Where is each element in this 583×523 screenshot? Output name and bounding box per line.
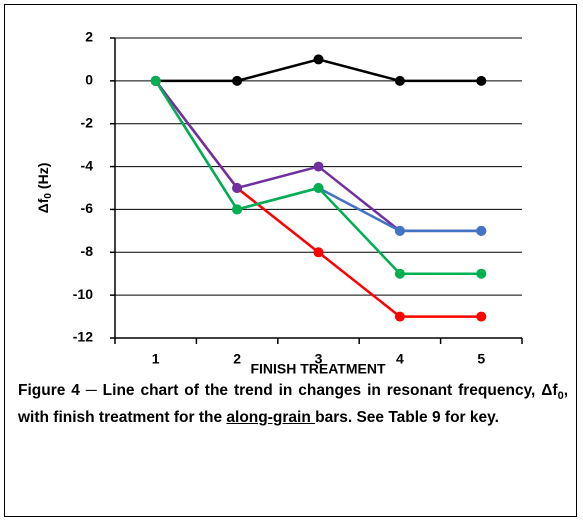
y-tick-label: -8 [81,243,94,259]
data-point [150,75,161,86]
y-tick-label: 0 [85,72,93,88]
y-tick-label: -4 [81,157,94,173]
data-point [476,311,487,322]
chart: FINISH TREATMENT Δf0(Hz) -12-10-8-6-4-20… [35,29,523,377]
data-point [313,54,324,65]
y-tick-label: -12 [73,329,93,345]
series-line [154,80,482,318]
data-point [394,268,405,279]
data-point [313,161,324,172]
data-point [476,268,487,279]
data-point [232,183,243,193]
x-axis-label: FINISH TREATMENT [250,361,386,377]
y-tick-label: 2 [85,29,93,45]
y-tick-label: -2 [81,114,94,130]
caption-subscript: 0 [557,390,564,403]
data-point [394,311,405,322]
data-point [232,75,243,86]
x-tick-label: 2 [233,351,241,367]
y-tick-label: -10 [73,286,93,302]
data-point [476,225,487,236]
caption-underlined: along-grain [226,409,316,427]
y-axis-label: Δf0 (Hz) [35,163,54,214]
caption-text: , with finish treatment for the [18,382,568,427]
y-tick-label: -6 [81,200,94,216]
y-label-main: Δf [35,198,51,213]
data-point [232,204,243,215]
data-point [313,183,324,193]
data-point [476,75,487,86]
series-line [154,80,482,275]
figure-frame [4,4,577,517]
x-tick-label: 3 [315,351,323,367]
data-point [394,75,405,86]
caption: Figure 4 ─ Line chart of the trend in ch… [18,380,568,429]
y-label-unit: (Hz) [35,163,51,189]
x-tick-label: 1 [152,351,160,367]
x-tick-label: 4 [396,351,404,367]
y-label-sub: 0 [43,193,54,199]
caption-text: Figure 4 ─ Line chart of the trend in ch… [18,382,558,399]
data-point [313,247,324,258]
x-tick-label: 5 [477,351,485,367]
data-point [394,225,405,236]
caption-text: bars. See Table 9 for key. [315,409,499,427]
